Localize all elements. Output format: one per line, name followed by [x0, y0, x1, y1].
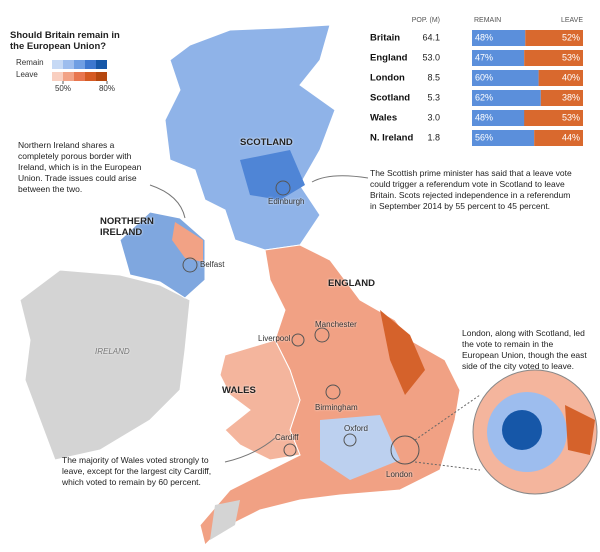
london-marker: [390, 435, 420, 465]
table-header: LEAVE: [561, 17, 583, 24]
pointer: [311, 175, 369, 183]
row-pop: 53.0: [422, 52, 440, 62]
remain-label: 56%: [475, 132, 493, 142]
legend-swatch: [85, 60, 96, 69]
remain-bar: [472, 30, 526, 46]
leave-bar: [538, 70, 583, 86]
table-header: REMAIN: [474, 17, 501, 24]
ireland: [19, 269, 191, 461]
row-pop: 1.8: [427, 132, 440, 142]
region-label: IRELAND: [95, 347, 130, 356]
legend-swatch: [63, 72, 74, 81]
city-label: Cardiff: [275, 433, 299, 442]
annotation: Northern Ireland shares a completely por…: [18, 140, 142, 194]
remain-label: 47%: [475, 52, 493, 62]
legend-remain: Remain: [16, 58, 44, 67]
legend-swatch: [96, 60, 107, 69]
row-pop: 5.3: [427, 92, 440, 102]
leave-label: 44%: [562, 132, 580, 142]
legend-swatch: [74, 72, 85, 81]
remain-bar: [472, 110, 526, 126]
leave-bar: [534, 130, 583, 146]
city-label: London: [386, 470, 413, 479]
ni-leave-area: [172, 222, 203, 262]
scotland-central: [240, 150, 305, 200]
city-marker: [325, 384, 341, 400]
city-label: Manchester: [315, 320, 357, 329]
pointer: [149, 184, 186, 219]
england-south: [320, 415, 400, 480]
city-marker: [314, 327, 330, 343]
legend-swatch: [85, 72, 96, 81]
england-east: [380, 310, 425, 395]
leave-label: 53%: [562, 52, 580, 62]
legend-tick-label: 50%: [55, 84, 71, 93]
city-marker: [291, 333, 305, 347]
legend-swatch: [74, 60, 85, 69]
table-header: POP. (M): [412, 17, 440, 24]
leave-bar: [524, 110, 583, 126]
remain-bar: [472, 70, 539, 86]
remain-label: 48%: [475, 32, 493, 42]
legend-swatch: [96, 72, 107, 81]
southwest-grey: [210, 500, 240, 540]
leave-bar: [540, 90, 583, 106]
remain-bar: [472, 50, 525, 66]
london-inset-east: [565, 405, 595, 455]
city-marker: [343, 433, 357, 447]
annotation: The Scottish prime minister has said tha…: [370, 168, 572, 211]
city-label: Belfast: [200, 260, 225, 269]
city-label: Birmingham: [315, 403, 358, 412]
row-name: Britain: [370, 33, 400, 44]
legend-swatch: [52, 60, 63, 69]
city-label: Oxford: [344, 424, 369, 433]
remain-label: 48%: [475, 112, 493, 122]
row-name: Wales: [370, 113, 397, 124]
city-marker: [283, 443, 297, 457]
row-pop: 8.5: [427, 72, 440, 82]
wales: [219, 339, 301, 461]
leave-bar: [525, 30, 583, 46]
row-name: Scotland: [370, 93, 410, 104]
remain-label: 62%: [475, 92, 493, 102]
row-pop: 3.0: [427, 112, 440, 122]
row-name: London: [370, 73, 405, 84]
legend-title: Should Britain remain in the European Un…: [10, 30, 120, 52]
leave-label: 40%: [562, 72, 580, 82]
pointer: [224, 437, 276, 463]
leave-label: 53%: [562, 112, 580, 122]
row-pop: 64.1: [422, 32, 440, 42]
london-inset-core: [502, 410, 542, 450]
city-marker: [182, 257, 198, 273]
legend-swatch: [52, 72, 63, 81]
inset-line: [414, 461, 481, 471]
city-label: Liverpool: [258, 334, 291, 343]
city-label: Edinburgh: [268, 197, 305, 206]
leave-label: 52%: [562, 32, 580, 42]
remain-label: 60%: [475, 72, 493, 82]
legend-swatch: [63, 60, 74, 69]
remain-bar: [472, 90, 541, 106]
annotation: London, along with Scotland, led the vot…: [462, 328, 587, 371]
region-label: NORTHERN IRELAND: [100, 216, 154, 238]
legend-tick-label: 80%: [99, 84, 115, 93]
row-name: N. Ireland: [370, 133, 413, 144]
region-label: WALES: [222, 385, 256, 396]
legend-leave: Leave: [16, 70, 38, 79]
row-name: England: [370, 53, 408, 64]
region-label: ENGLAND: [328, 278, 375, 289]
inset-line: [414, 394, 481, 441]
city-marker: [275, 180, 291, 196]
leave-label: 38%: [562, 92, 580, 102]
region-label: SCOTLAND: [240, 137, 293, 148]
leave-bar: [524, 50, 583, 66]
remain-bar: [472, 130, 535, 146]
annotation: The majority of Wales voted strongly to …: [62, 455, 212, 487]
